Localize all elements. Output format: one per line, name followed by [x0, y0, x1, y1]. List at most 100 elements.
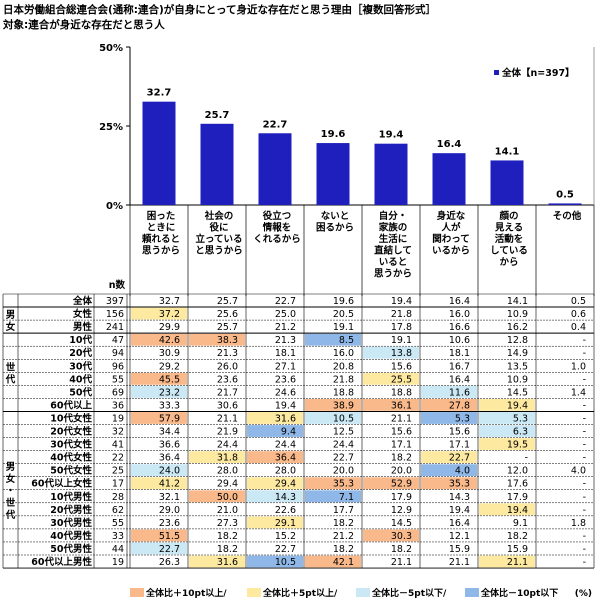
cell-value: 57.9: [159, 413, 180, 424]
category-label: 見える: [494, 223, 523, 234]
cell-value: 38.3: [217, 335, 238, 346]
category-label: 家族の: [379, 222, 408, 234]
cell-value: 45.5: [159, 374, 180, 385]
highlight-legend-label: 全体比－5pt以下/: [371, 587, 447, 599]
row-n: 25: [112, 466, 124, 477]
cell-value: 30.3: [391, 531, 412, 542]
cell-highlight: [247, 477, 303, 490]
cell-value: 9.4: [281, 427, 296, 438]
cell-highlight: [131, 412, 187, 424]
cell-value: 25.5: [391, 374, 412, 385]
row-n: 22: [112, 453, 124, 464]
row-n: 41: [112, 440, 124, 451]
highlight-legend-swatch: [465, 588, 479, 597]
cell-value: 13.8: [391, 348, 412, 359]
category-label: 立っている: [195, 233, 242, 245]
cell-value: 22.7: [449, 453, 470, 464]
cell-value: 14.3: [449, 492, 470, 503]
category-label: 自分・: [379, 210, 408, 222]
cell-value: 24.4: [217, 440, 238, 451]
cell-value: 20.0: [333, 466, 354, 477]
group-label: 女: [6, 473, 16, 485]
cell-value: 22.7: [275, 544, 296, 555]
cell-value: 17.6: [507, 479, 528, 490]
cell-value: -: [583, 335, 586, 346]
cell-highlight: [247, 490, 303, 503]
bar-value-label: 25.7: [205, 110, 230, 121]
cell-value: 14.1: [507, 296, 528, 307]
row-label: 30代男性: [50, 517, 92, 529]
row-n: 69: [112, 387, 124, 398]
cell-value: 18.2: [217, 544, 238, 555]
category-label: くれるから: [253, 234, 301, 245]
cell-value: -: [583, 479, 586, 490]
cell-value: 6.3: [513, 427, 528, 438]
cell-value: 15.6: [391, 427, 412, 438]
cell-highlight: [305, 490, 361, 503]
bar: [548, 203, 582, 205]
cell-value: 15.9: [507, 544, 528, 555]
category-label: 直結して: [374, 245, 412, 257]
cell-highlight: [189, 490, 245, 503]
cell-highlight: [247, 516, 303, 529]
cell-highlight: [479, 438, 535, 450]
row-label: 全体: [72, 295, 93, 307]
cell-highlight: [479, 555, 535, 568]
bar: [142, 101, 176, 205]
y-tick-label: 50%: [99, 43, 123, 54]
cell-value: 32.1: [159, 492, 180, 503]
group-label: 女: [6, 321, 16, 333]
cell-value: 20.5: [333, 309, 354, 320]
cell-highlight: [131, 542, 187, 555]
cell-value: 16.2: [507, 322, 528, 333]
cell-value: 10.9: [507, 374, 528, 385]
cell-highlight: [131, 333, 187, 346]
cell-value: 33.3: [159, 400, 180, 411]
row-label: 20代女性: [50, 426, 92, 438]
cell-highlight: [305, 555, 361, 568]
category-label: 人が: [441, 222, 461, 234]
cell-value: 31.8: [217, 453, 238, 464]
category-label: その他: [553, 210, 582, 222]
cell-value: 28.0: [275, 466, 296, 477]
cell-value: 19.4: [391, 296, 412, 307]
cell-value: 14.9: [507, 348, 528, 359]
cell-highlight: [421, 385, 477, 398]
cell-value: 16.4: [449, 374, 470, 385]
cell-value: 16.4: [449, 518, 470, 529]
cell-value: 50.0: [217, 492, 238, 503]
cell-value: 17.9: [391, 492, 412, 503]
chart-subtitle: 対象:連合が身近な存在だと思う人: [3, 19, 165, 31]
cell-value: 14.3: [275, 492, 296, 503]
cell-highlight: [305, 399, 361, 411]
cell-value: 25.0: [275, 309, 296, 320]
cell-value: 16.7: [449, 361, 470, 372]
cell-highlight: [189, 451, 245, 464]
cell-highlight: [189, 555, 245, 568]
bar: [316, 143, 350, 205]
cell-value: 31.6: [275, 413, 296, 424]
cell-value: 32.7: [159, 296, 180, 307]
group-label: 男: [6, 310, 16, 321]
cell-value: 12.0: [507, 466, 528, 477]
cell-highlight: [305, 412, 361, 424]
category-label: 社会の: [204, 210, 234, 222]
cell-value: 10.5: [275, 557, 296, 568]
cell-value: 42.6: [159, 335, 180, 346]
bar-value-label: 19.4: [379, 130, 404, 141]
highlight-legend-label: 全体比－10pt以下: [480, 587, 558, 599]
cell-value: 52.9: [391, 479, 412, 490]
cell-highlight: [247, 412, 303, 424]
cell-value: 15.6: [449, 427, 470, 438]
cell-value: 19.1: [333, 322, 354, 333]
row-label: 60代以上男性: [31, 556, 92, 568]
cell-value: -: [583, 440, 586, 451]
cell-value: 14.5: [391, 518, 412, 529]
bar: [258, 133, 292, 205]
cell-value: 10.6: [449, 335, 470, 346]
cell-highlight: [131, 385, 187, 398]
category-label: 情報を: [262, 222, 292, 234]
cell-value: 34.4: [159, 427, 180, 438]
cell-value: 23.6: [217, 374, 238, 385]
unit-label: (%): [575, 589, 592, 599]
